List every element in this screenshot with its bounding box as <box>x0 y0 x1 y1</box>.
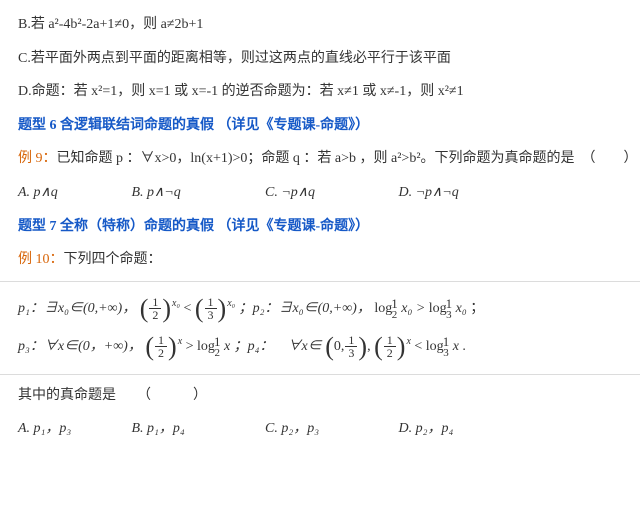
option-b-label: B. <box>18 17 31 32</box>
p1-half-exp: x₀ <box>172 298 180 309</box>
heading-type-6: 题型 6 含逻辑联结词命题的真假 （详见《专题课-命题》） <box>18 109 622 143</box>
p4-log: log <box>426 339 444 354</box>
p1-p2-line: p₁：∃x₀∈(0,+∞)， (12) x₀ < (13) x₀ ；p₂：∃x₀… <box>18 296 622 322</box>
example-9-options: A. p∧q B. p∧¬q C. ¬p∧q D. ¬p∧¬q <box>18 176 622 210</box>
example-9: 例 9：已知命题 p ：∀x>0，ln(x+1)>0；命题 q ：若 a>b ，… <box>18 142 622 176</box>
option-d-text: 命题：若 x²=1，则 x=1 或 x=-1 的逆否命题为：若 x≠1 或 x≠… <box>32 84 464 99</box>
option-d: D.命题：若 x²=1，则 x=1 或 x=-1 的逆否命题为：若 x≠1 或 … <box>18 75 622 109</box>
p2-log-third: log <box>429 301 447 316</box>
heading-type-7: 题型 7 全称（特称）命题的真假 （详见《专题课-命题》） <box>18 210 622 244</box>
final-options: A. p₁，p₃ B. p₁，p₄ C. p₂，p₃ D. p₂，p₄ <box>18 412 622 446</box>
p2-log-third-arg: x₀ <box>452 301 467 316</box>
p4-exp: x <box>406 336 410 347</box>
ex9-opt-c: C. ¬p∧q <box>265 176 395 210</box>
option-c-label: C. <box>18 51 31 66</box>
p4-lt: < <box>414 339 425 354</box>
example-10-label: 例 10： <box>18 252 64 267</box>
p3-lead: p₃：∀x∈(0，+∞)， <box>18 339 142 354</box>
p4-half-power: (12) <box>374 334 405 360</box>
example-9-text: 已知命题 p ：∀x>0，ln(x+1)>0；命题 q ：若 a>b ，则 a²… <box>57 151 638 166</box>
final-opt-b: B. p₁，p₄ <box>132 412 262 446</box>
option-c-text: 若平面外两点到平面的距离相等，则过这两点的直线必平行于该平面 <box>31 51 451 66</box>
p3-gt: > <box>186 339 197 354</box>
example-10: 例 10：下列四个命题： <box>18 243 622 277</box>
option-d-label: D. <box>18 84 32 99</box>
p3-half-power: (12) <box>145 334 176 360</box>
p4-lead: ；p₄： ∀x∈ <box>234 339 322 354</box>
p3-exp: x <box>178 336 182 347</box>
p4-log-arg: x <box>449 339 459 354</box>
p1-half-power: (12) <box>140 296 171 322</box>
option-b: B.若 a²-4b²-2a+1≠0，则 a≠2b+1 <box>18 8 622 42</box>
example-9-label: 例 9： <box>18 151 57 166</box>
answer-prompt: 其中的真命题是 （ ） <box>18 379 622 413</box>
p1-tail: ； <box>470 301 484 316</box>
option-c: C.若平面外两点到平面的距离相等，则过这两点的直线必平行于该平面 <box>18 42 622 76</box>
p2-log-half: log <box>374 301 392 316</box>
p2-log-half-arg: x₀ > <box>398 301 429 316</box>
p3-log-arg: x <box>220 339 230 354</box>
option-b-text: 若 a²-4b²-2a+1≠0，则 a≠2b+1 <box>31 17 204 32</box>
p1-third-exp: x₀ <box>227 298 235 309</box>
p3-log: log <box>197 339 215 354</box>
p1-third-power: (13) <box>195 296 226 322</box>
proposition-block: p₁：∃x₀∈(0,+∞)， (12) x₀ < (13) x₀ ；p₂：∃x₀… <box>0 281 640 375</box>
ex9-opt-b: B. p∧¬q <box>132 176 262 210</box>
p1-lead: p₁：∃x₀∈(0,+∞)， <box>18 301 136 316</box>
p4-interval: (0,13) <box>325 334 367 360</box>
ex9-opt-a: A. p∧q <box>18 176 128 210</box>
final-opt-d: D. p₂，p₄ <box>399 412 454 446</box>
p3-p4-line: p₃：∀x∈(0，+∞)， (12) x > log12 x ；p₄： ∀x∈ … <box>18 334 622 360</box>
final-opt-c: C. p₂，p₃ <box>265 412 395 446</box>
final-opt-a: A. p₁，p₃ <box>18 412 128 446</box>
ex9-opt-d: D. ¬p∧¬q <box>399 176 459 210</box>
example-10-text: 下列四个命题： <box>64 252 162 267</box>
p2-lead: ；p₂：∃x₀∈(0,+∞)， <box>239 301 371 316</box>
page: B.若 a²-4b²-2a+1≠0，则 a≠2b+1 C.若平面外两点到平面的距… <box>0 0 640 458</box>
p4-tail: . <box>462 339 466 354</box>
